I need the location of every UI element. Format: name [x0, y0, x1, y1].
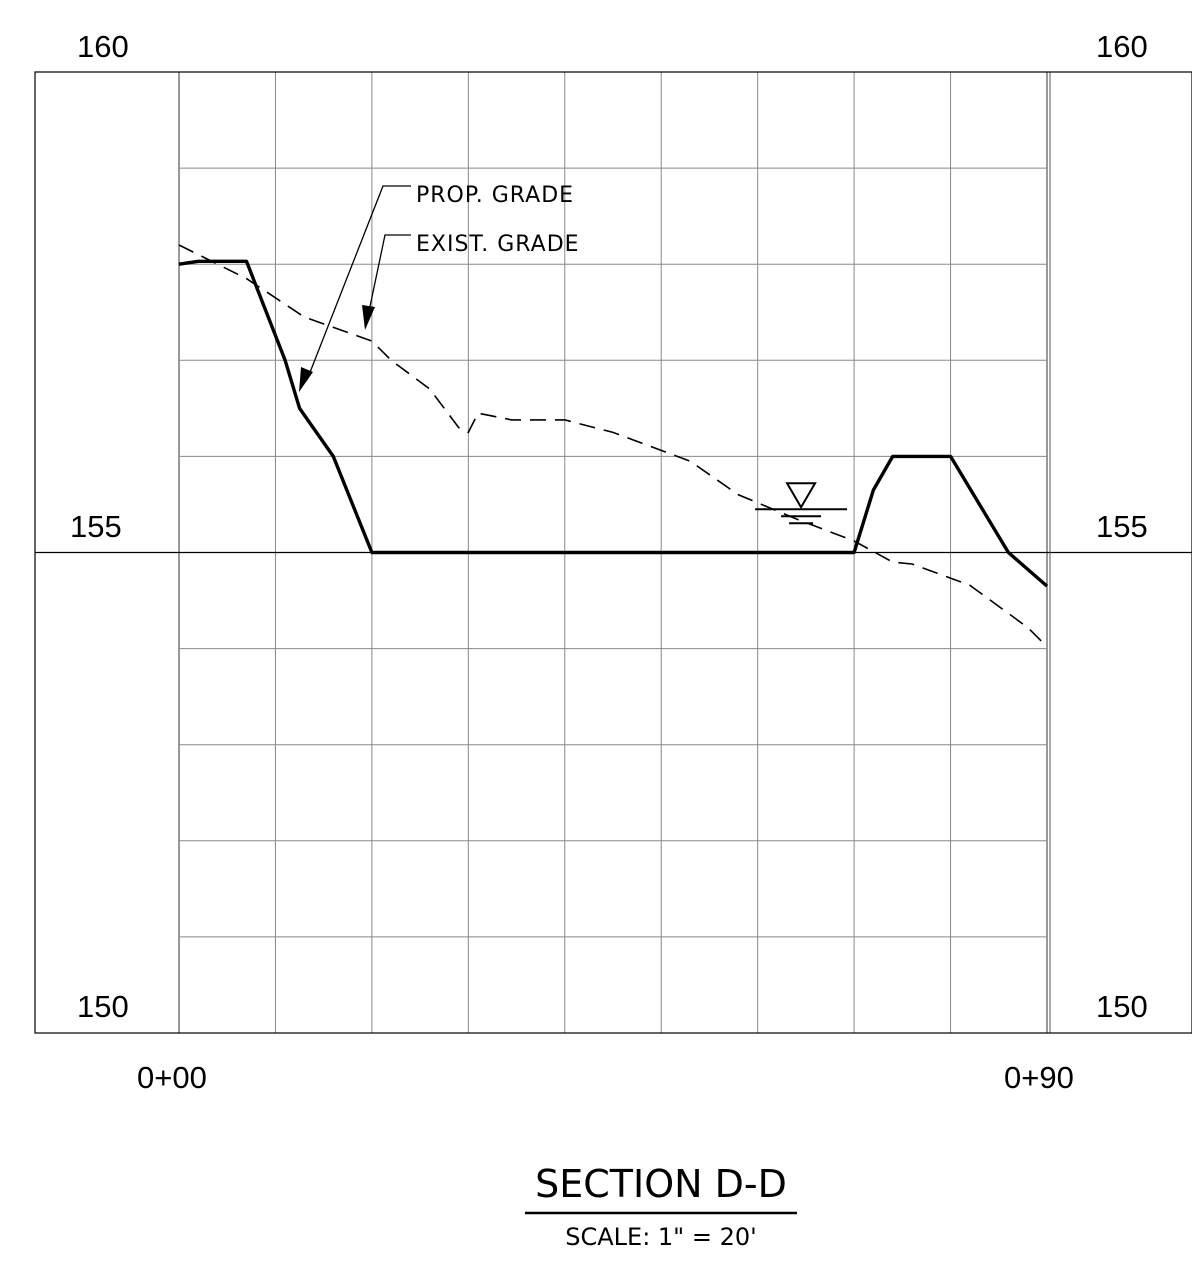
elevation-label-right-155: 155 — [1096, 509, 1148, 544]
elevation-label-left-160: 160 — [77, 29, 129, 64]
plot-frame — [34, 71, 1192, 1034]
water-triangle — [785, 482, 817, 510]
prop-grade-leader — [299, 185, 411, 392]
water-surface-symbol — [755, 482, 848, 525]
elevation-label-left-155: 155 — [70, 509, 122, 544]
scale-note: SCALE: 1" = 20' — [565, 1223, 756, 1251]
existing-grade-line — [178, 244, 1048, 648]
section-title: SECTION D-D — [535, 1162, 787, 1206]
exist-grade-leader — [362, 234, 411, 330]
elevation-label-left-150: 150 — [77, 989, 129, 1024]
proposed-grade-line — [178, 259, 1049, 588]
station-label-start: 0+00 — [137, 1060, 207, 1095]
elevation-label-right-160: 160 — [1096, 29, 1148, 64]
exist-grade-label: EXIST. GRADE — [416, 232, 580, 257]
station-label-end: 0+90 — [1004, 1060, 1074, 1095]
elevation-label-right-150: 150 — [1096, 989, 1148, 1024]
prop-grade-label: PROP. GRADE — [416, 183, 574, 208]
